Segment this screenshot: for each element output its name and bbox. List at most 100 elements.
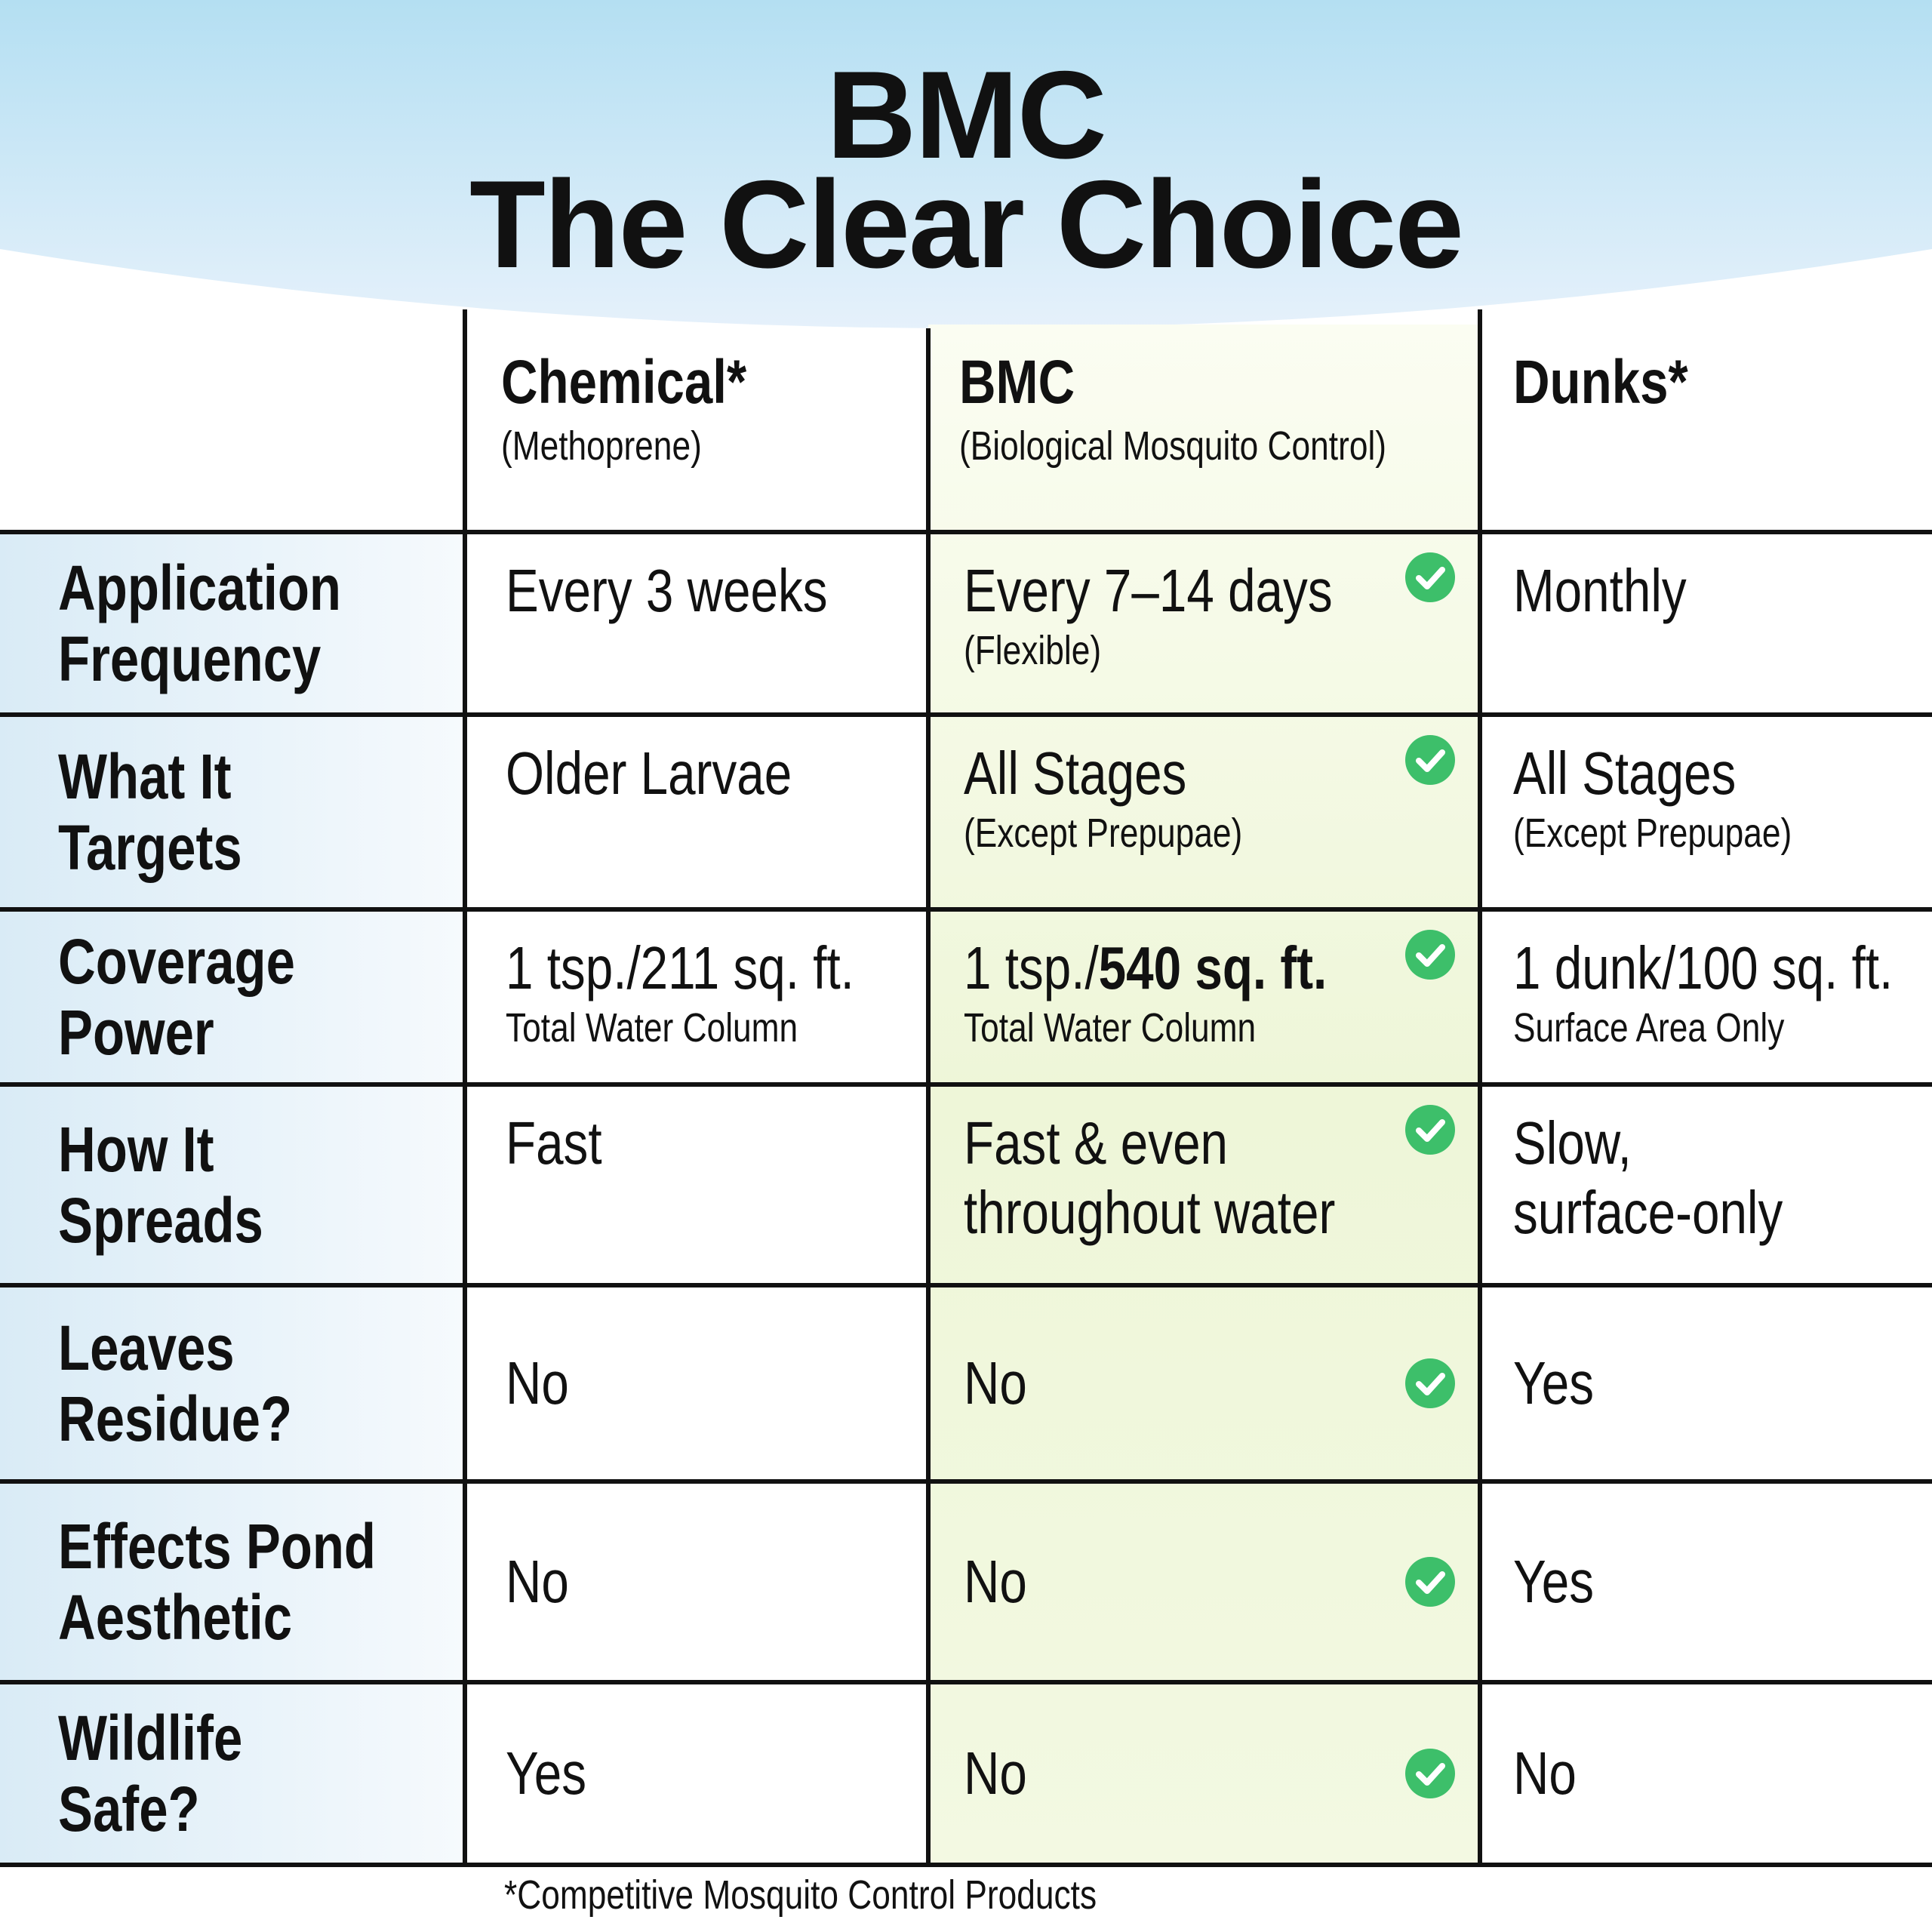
cell: All Stages (Except Prepupae) — [1513, 739, 1792, 858]
cell-text-part: No — [1513, 1740, 1577, 1807]
check-icon — [1405, 1358, 1455, 1408]
cell-text: No — [506, 1349, 569, 1418]
cell-text-part: throughout water — [964, 1179, 1336, 1246]
column-header: Chemical* — [501, 348, 747, 417]
check-icon — [1405, 735, 1455, 785]
cell-text: Monthly — [1513, 556, 1687, 626]
cell-text: 1 tsp./540 sq. ft. — [964, 934, 1327, 1003]
row-label-line: Targets — [58, 812, 242, 883]
row-label: Effects Pond Aesthetic — [58, 1511, 376, 1653]
row-divider — [0, 712, 1932, 717]
cell-text-part: No — [964, 1548, 1027, 1615]
column-divider — [926, 328, 931, 1865]
title: BMC — [826, 45, 1107, 184]
cell: No — [506, 1349, 569, 1418]
row-label: Coverage Power — [58, 926, 295, 1068]
cell-text: No — [506, 1547, 569, 1617]
cell-text: All Stages — [1513, 739, 1792, 808]
cell-text: 1 dunk/100 sq. ft. — [1513, 934, 1893, 1003]
cell-text-part: Yes — [1513, 1349, 1595, 1417]
cell-text-part: Fast & even — [964, 1109, 1229, 1177]
cell-text: Yes — [1513, 1547, 1594, 1617]
row-label: Leaves Residue? — [58, 1312, 292, 1454]
cell: 1 dunk/100 sq. ft. Surface Area Only — [1513, 934, 1893, 1053]
cell: No — [964, 1349, 1027, 1418]
cell-text-part: No — [506, 1548, 569, 1615]
cell-text-part: Fast — [506, 1109, 602, 1177]
cell-subtext: (Except Prepupae) — [1513, 811, 1792, 856]
cell: Yes — [1513, 1547, 1594, 1617]
cell-subtext: Total Water Column — [964, 1005, 1257, 1051]
cell-text: Yes — [506, 1739, 586, 1808]
cell: No — [506, 1547, 569, 1617]
check-icon — [1405, 930, 1455, 980]
cell: Slow, surface-only — [1513, 1109, 1783, 1247]
row-label-line: Coverage — [58, 926, 295, 997]
row-divider — [0, 907, 1932, 912]
column-header: BMC — [959, 348, 1075, 417]
cell-text: No — [964, 1547, 1027, 1617]
cell-subtext: (Except Prepupae) — [964, 811, 1243, 856]
row-label-line: How It — [58, 1114, 214, 1185]
cell-text: Fast & even — [964, 1109, 1335, 1178]
cell: No — [964, 1739, 1027, 1808]
cell-subtext: (Flexible) — [964, 628, 1102, 673]
cell-text-part: Every 3 weeks — [506, 557, 828, 624]
column-header: Dunks* — [1513, 348, 1688, 417]
check-icon — [1405, 552, 1455, 602]
row-label-line: Safe? — [58, 1774, 200, 1844]
row-divider — [0, 1863, 1932, 1867]
cell-text: No — [1513, 1739, 1577, 1808]
row-label: Application Frequency — [58, 552, 341, 694]
cell-text: surface-only — [1513, 1178, 1783, 1247]
cell-text-part: All Stages — [1513, 740, 1737, 807]
column-divider — [463, 309, 467, 1865]
cell-text: All Stages — [964, 739, 1242, 808]
cell-text-bold: 540 sq. ft. — [1098, 934, 1327, 1001]
cell-text: throughout water — [964, 1178, 1335, 1247]
cell-text-part: Monthly — [1513, 557, 1687, 624]
cell: No — [964, 1547, 1027, 1617]
check-icon — [1405, 1557, 1455, 1607]
row-divider — [0, 1680, 1932, 1684]
cell-text: No — [964, 1739, 1027, 1808]
cell-text: Yes — [1513, 1349, 1594, 1418]
cell-text: Older Larvae — [506, 739, 792, 808]
cell-text-part: 1 dunk/100 sq. ft. — [1513, 934, 1894, 1001]
cell-text-part: All Stages — [964, 740, 1187, 807]
cell-text: 1 tsp./211 sq. ft. — [506, 934, 854, 1003]
cell: Yes — [506, 1739, 586, 1808]
row-label-line: Frequency — [58, 623, 321, 694]
row-divider — [0, 530, 1932, 534]
cell: 1 tsp./211 sq. ft. Total Water Column — [506, 934, 854, 1053]
column-subtitle: (Biological Mosquito Control) — [959, 423, 1387, 469]
cell-text: Every 7–14 days — [964, 556, 1333, 626]
row-label-line: Aesthetic — [58, 1582, 293, 1653]
cell: Older Larvae — [506, 739, 792, 808]
row-divider — [0, 1082, 1932, 1087]
row-label-line: What It — [58, 741, 232, 812]
footnote: *Competitive Mosquito Control Products — [504, 1872, 1097, 1918]
cell: 1 tsp./540 sq. ft. Total Water Column — [964, 934, 1327, 1053]
row-label: How It Spreads — [58, 1114, 263, 1256]
column-subtitle: (Methoprene) — [501, 423, 702, 469]
cell-text-part: No — [964, 1349, 1027, 1417]
cell: All Stages (Except Prepupae) — [964, 739, 1242, 858]
cell-text-part: Slow, — [1513, 1109, 1632, 1177]
cell-text-part: surface-only — [1513, 1179, 1783, 1246]
cell-text-part: Older Larvae — [506, 740, 792, 807]
check-icon — [1405, 1105, 1455, 1155]
cell-text-part: No — [506, 1349, 569, 1417]
cell: Every 3 weeks — [506, 556, 828, 626]
title: The Clear Choice — [469, 155, 1464, 294]
cell: Monthly — [1513, 556, 1687, 626]
cell: Fast & even throughout water — [964, 1109, 1335, 1247]
row-label: What It Targets — [58, 741, 242, 883]
cell-text-part: 1 tsp./211 sq. ft. — [506, 934, 854, 1001]
cell-text: Fast — [506, 1109, 602, 1178]
row-divider — [0, 1283, 1932, 1287]
row-label-line: Application — [58, 552, 342, 623]
